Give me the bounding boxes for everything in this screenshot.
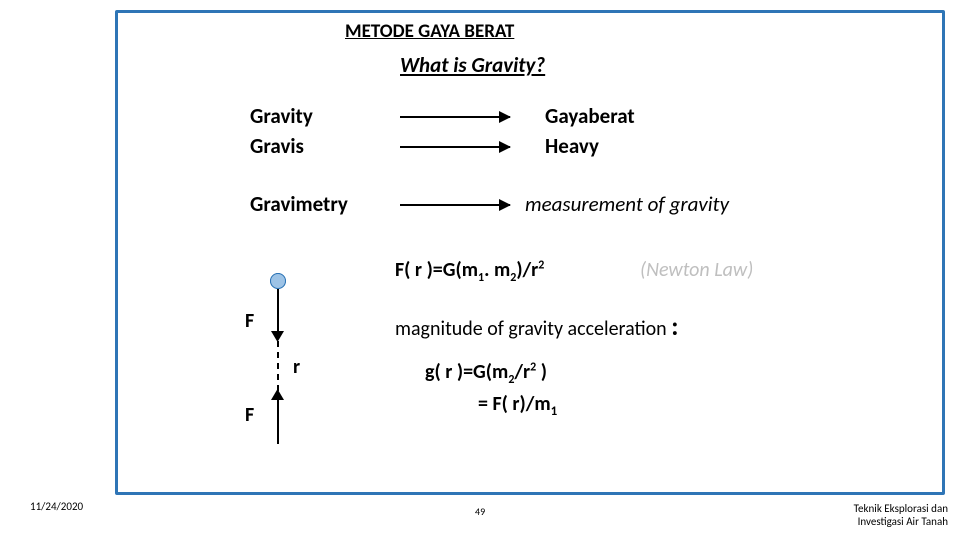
- formula-g1: g( r )=G(m2/r2 ): [425, 360, 547, 387]
- formula-g2-sub: 1: [551, 404, 558, 419]
- slide-title: METODE GAYA BERAT: [345, 20, 514, 43]
- footer-pagenum: 49: [475, 505, 485, 518]
- term-gayaberat: Gayaberat: [545, 103, 635, 129]
- label-r: r: [293, 355, 300, 379]
- force-diagram: F F r: [245, 273, 385, 463]
- line-bottom: [277, 399, 279, 444]
- footer-date: 11/24/2020: [30, 500, 83, 513]
- line-top: [277, 289, 279, 335]
- formula-newton: F( r )=G(m1. m2)/r2: [395, 258, 544, 285]
- magnitude-colon: :: [671, 310, 678, 342]
- term-gravis: Gravis: [250, 133, 304, 159]
- term-measurement: measurement of gravity: [525, 191, 729, 217]
- term-gravity: Gravity: [250, 103, 313, 129]
- magnitude-text: magnitude of gravity acceleration: [395, 317, 667, 341]
- label-magnitude: magnitude of gravity acceleration :: [395, 310, 678, 342]
- label-F2: F: [245, 403, 254, 427]
- formula-g2: = F( r)/m1: [478, 392, 557, 419]
- label-F1: F: [245, 309, 254, 333]
- term-heavy: Heavy: [545, 133, 599, 159]
- mass-bottom: [270, 273, 286, 289]
- slide-subtitle: What is Gravity?: [400, 52, 545, 78]
- arrow-2: [400, 146, 510, 148]
- arrow-1: [400, 116, 510, 118]
- term-gravimetry: Gravimetry: [250, 191, 348, 217]
- arrow-3: [400, 204, 510, 206]
- footer-right: Teknik Eksplorasi dan Investigasi Air Ta…: [808, 502, 948, 528]
- line-dashed: [277, 341, 279, 391]
- label-newton-law: (Newton Law): [640, 258, 753, 282]
- slide-border: [115, 10, 945, 495]
